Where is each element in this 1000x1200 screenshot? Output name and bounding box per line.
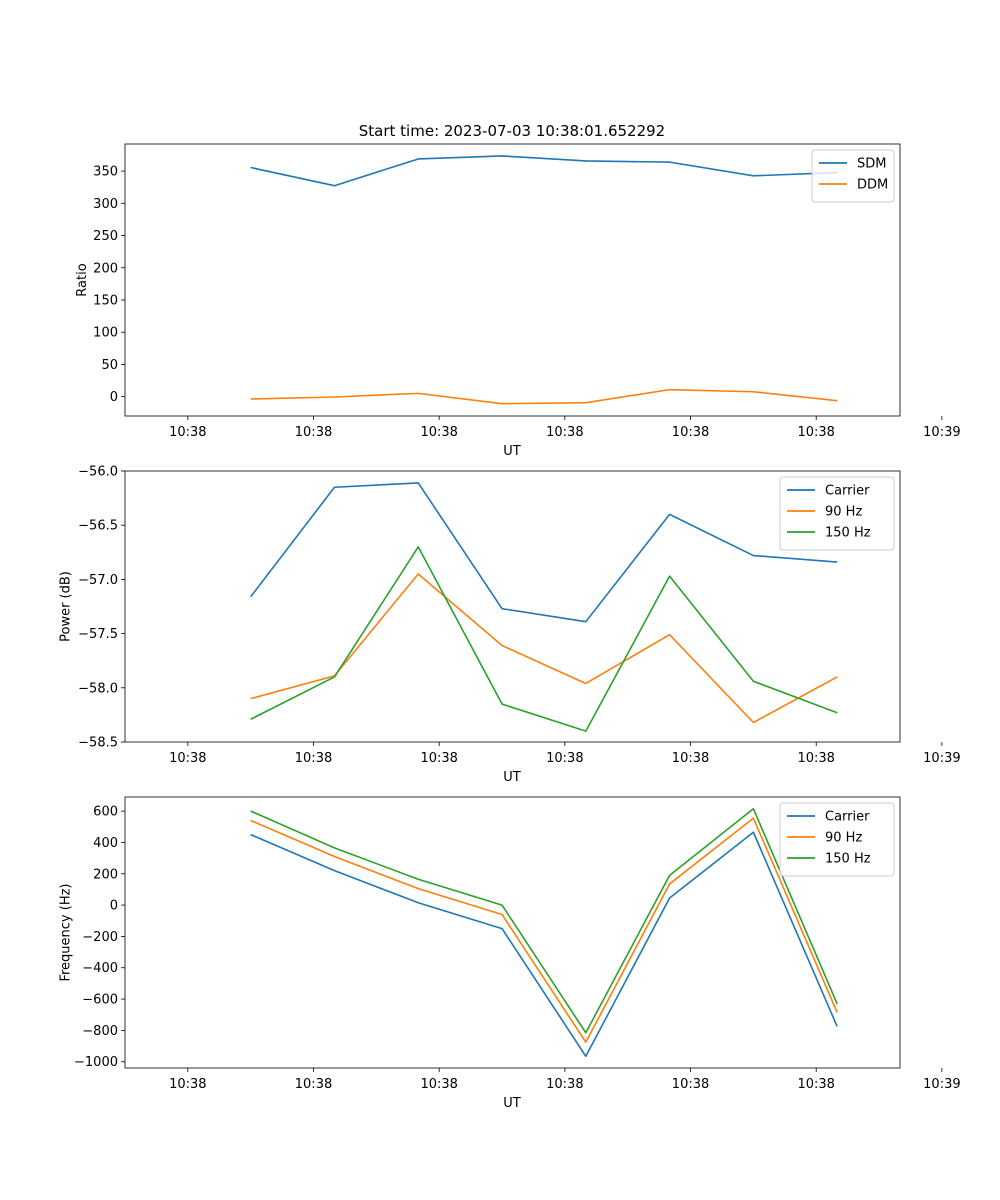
frequency-y-tick-label: −400	[82, 961, 118, 976]
ratio-panel: 10:38 10:38 10:38 10:38 10:38 10:38 10:39 0 50 10…	[75, 143, 961, 459]
frequency-x-tick-label: 10:38	[169, 1077, 206, 1092]
power-legend-label: 150 Hz	[825, 526, 871, 541]
ratio-y-tick-label: 300	[93, 197, 118, 212]
ratio-x-tick-label: 10:38	[420, 425, 457, 440]
frequency-x-tick-label: 10:38	[295, 1077, 332, 1092]
ratio-x-tick-label: 10:38	[295, 425, 332, 440]
frequency-y-tick-label: −600	[82, 993, 118, 1008]
ratio-x-tick-label: 10:38	[169, 425, 206, 440]
frequency-x-tick-label: 10:39	[923, 1077, 960, 1092]
power-x-tick-label: 10:38	[672, 751, 709, 766]
ratio-y-tick-label: 350	[93, 165, 118, 180]
power-x-tick-label: 10:38	[546, 751, 583, 766]
frequency-y-axis-label: Frequency (Hz)	[59, 883, 74, 981]
ratio-x-tick-label: 10:38	[672, 425, 709, 440]
power-panel: 10:38 10:38 10:38 10:38 10:38 10:38 10:39 −58.5…	[59, 465, 961, 786]
frequency-series-line-90-hz	[250, 817, 838, 1043]
frequency-legend-label: 150 Hz	[825, 852, 871, 867]
frequency-x-tick-label: 10:38	[420, 1077, 457, 1092]
ratio-x-axis-label: UT	[503, 444, 521, 459]
frequency-y-tick-label: 0	[110, 899, 118, 914]
power-legend-label: 90 Hz	[825, 505, 862, 520]
frequency-axes-frame	[124, 796, 901, 1069]
frequency-y-tick-label: 400	[93, 836, 118, 851]
power-x-tick-label: 10:38	[169, 751, 206, 766]
ratio-legend-label: DDM	[857, 178, 888, 193]
figure-title: Start time: 2023-07-03 10:38:01.652292	[359, 122, 665, 140]
ratio-legend-label: SDM	[857, 157, 886, 172]
power-x-tick-label: 10:39	[923, 751, 960, 766]
power-y-tick-label: −56.5	[78, 519, 118, 534]
power-x-axis-label: UT	[503, 770, 521, 785]
ratio-y-tick-label: 150	[93, 293, 118, 308]
frequency-legend: Carrier 90 Hz 150 Hz	[779, 802, 895, 877]
power-y-tick-label: −58.0	[78, 681, 118, 696]
ratio-y-tick-label: 200	[93, 261, 118, 276]
frequency-legend-label: Carrier	[825, 810, 870, 825]
power-y-tick-label: −58.5	[78, 736, 118, 751]
power-y-tick-label: −57.0	[78, 573, 118, 588]
ratio-y-tick-label: 250	[93, 229, 118, 244]
power-series-line-150-hz	[250, 546, 838, 732]
power-y-axis-label: Power (dB)	[59, 571, 74, 642]
ratio-y-tick-label: 50	[101, 358, 118, 373]
power-legend-label: Carrier	[825, 484, 870, 499]
ratio-axes-frame	[124, 143, 901, 417]
power-y-tick-label: −57.5	[78, 627, 118, 642]
ratio-x-tick-label: 10:39	[923, 425, 960, 440]
frequency-x-axis-label: UT	[503, 1096, 521, 1111]
power-x-tick-label: 10:38	[420, 751, 457, 766]
power-y-tick-label: −56.0	[78, 465, 118, 480]
power-legend: Carrier 90 Hz 150 Hz	[779, 476, 895, 551]
ratio-series-line-sdm	[250, 155, 838, 187]
frequency-legend-label: 90 Hz	[825, 831, 862, 846]
frequency-x-tick-label: 10:38	[797, 1077, 834, 1092]
ratio-y-axis-label: Ratio	[75, 263, 90, 296]
frequency-series-line-carrier	[250, 831, 838, 1058]
frequency-y-tick-label: 200	[93, 867, 118, 882]
ratio-legend: SDM DDM	[811, 149, 895, 203]
power-series-line-90-hz	[250, 573, 838, 724]
frequency-y-tick-label: 600	[93, 805, 118, 820]
power-series-line-carrier	[250, 482, 838, 623]
power-x-tick-label: 10:38	[295, 751, 332, 766]
frequency-panel: 10:38 10:38 10:38 10:38 10:38 10:38 10:39 −1000…	[59, 796, 961, 1111]
frequency-y-tick-label: −1000	[74, 1055, 118, 1070]
ratio-x-tick-label: 10:38	[797, 425, 834, 440]
frequency-x-tick-label: 10:38	[672, 1077, 709, 1092]
frequency-y-tick-label: −200	[82, 930, 118, 945]
frequency-series-line-150-hz	[250, 807, 838, 1034]
power-axes-frame	[124, 470, 901, 743]
ratio-x-tick-label: 10:38	[546, 425, 583, 440]
frequency-y-tick-label: −800	[82, 1024, 118, 1039]
frequency-x-tick-label: 10:38	[546, 1077, 583, 1092]
ratio-series-line-ddm	[250, 388, 838, 405]
power-x-tick-label: 10:38	[797, 751, 834, 766]
ratio-y-tick-label: 100	[93, 326, 118, 341]
ratio-y-tick-label: 0	[110, 390, 118, 405]
